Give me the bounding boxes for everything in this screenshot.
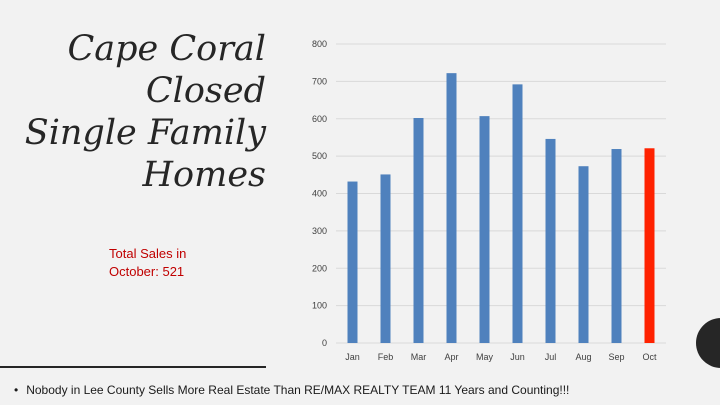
y-tick-label: 200: [312, 263, 327, 273]
bar-feb: [380, 174, 391, 343]
x-tick-label: Sep: [608, 352, 624, 362]
bar-jul: [545, 138, 556, 343]
title-line: Single Family: [24, 113, 266, 153]
title-line: Cape Coral: [67, 29, 266, 69]
x-tick-label: Jun: [510, 352, 525, 362]
bar-may: [479, 116, 490, 343]
x-tick-label: May: [476, 352, 494, 362]
total-sales-note: Total Sales in October: 521: [109, 245, 186, 281]
x-tick-label: Jul: [545, 352, 557, 362]
y-tick-label: 400: [312, 189, 327, 199]
y-tick-label: 600: [312, 114, 327, 124]
footnote: • Nobody in Lee County Sells More Real Es…: [14, 383, 569, 397]
y-tick-label: 100: [312, 301, 327, 311]
y-tick-label: 300: [312, 226, 327, 236]
y-tick-label: 800: [312, 39, 327, 49]
total-sales-line: October: 521: [109, 264, 185, 279]
x-tick-label: Aug: [575, 352, 591, 362]
bar-oct: [644, 148, 655, 343]
y-tick-label: 500: [312, 151, 327, 161]
total-sales-line: Total Sales in: [109, 246, 187, 261]
x-tick-label: Oct: [642, 352, 657, 362]
x-tick-label: Mar: [411, 352, 427, 362]
slide-title: Cape Coral Closed Single Family Homes: [25, 28, 266, 196]
footnote-text: Nobody in Lee County Sells More Real Est…: [26, 383, 570, 397]
bar-sep: [611, 149, 622, 343]
x-tick-label: Feb: [378, 352, 394, 362]
divider-line: [0, 366, 266, 368]
bullet-icon: •: [14, 383, 19, 397]
bar-apr: [446, 73, 457, 343]
bar-jan: [347, 181, 358, 343]
title-line: Homes: [142, 155, 266, 195]
title-line: Closed: [145, 71, 266, 111]
y-tick-label: 0: [322, 338, 327, 348]
x-tick-label: Apr: [444, 352, 458, 362]
bar-jun: [512, 84, 523, 344]
x-tick-label: Jan: [345, 352, 360, 362]
bar-aug: [578, 166, 589, 343]
bar-mar: [413, 118, 424, 343]
y-tick-label: 700: [312, 76, 327, 86]
